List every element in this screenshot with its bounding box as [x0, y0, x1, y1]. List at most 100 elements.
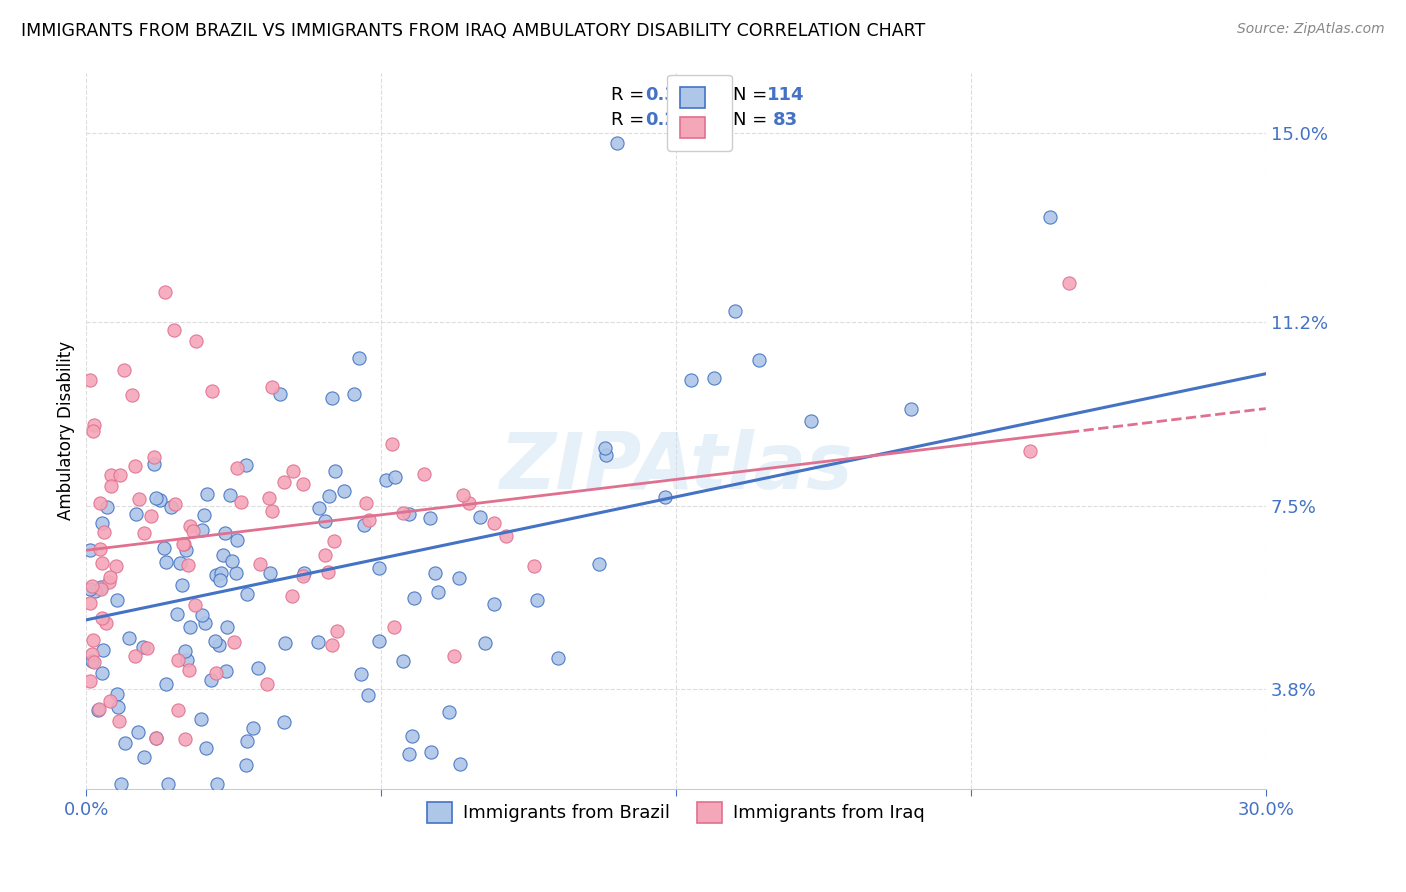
Point	[191, 523, 214, 537]
Text: IMMIGRANTS FROM BRAZIL VS IMMIGRANTS FROM IRAQ AMBULATORY DISABILITY CORRELATION: IMMIGRANTS FROM BRAZIL VS IMMIGRANTS FRO…	[21, 22, 925, 40]
Point	[105, 593, 128, 607]
Point	[723, 303, 745, 318]
Point	[235, 757, 257, 772]
Point	[108, 467, 131, 482]
Point	[90, 516, 112, 531]
Point	[274, 636, 297, 650]
Point	[89, 542, 111, 557]
Point	[259, 566, 281, 580]
Point	[105, 687, 128, 701]
Point	[322, 534, 344, 549]
Point	[208, 574, 231, 588]
Point	[333, 483, 356, 498]
Point	[174, 732, 197, 747]
Point	[321, 391, 343, 405]
Point	[256, 677, 278, 691]
Point	[83, 418, 105, 433]
Text: 114: 114	[766, 87, 804, 104]
Point	[96, 500, 118, 514]
Point	[398, 508, 420, 522]
Point	[83, 655, 105, 669]
Point	[89, 496, 111, 510]
Point	[153, 285, 176, 299]
Point	[80, 579, 103, 593]
Point	[211, 549, 233, 563]
Point	[191, 607, 214, 622]
Legend: Immigrants from Brazil, Immigrants from Iraq: Immigrants from Brazil, Immigrants from …	[420, 795, 932, 830]
Point	[208, 638, 231, 652]
Point	[173, 537, 195, 551]
Point	[82, 647, 104, 661]
Point	[419, 511, 441, 525]
Point	[321, 638, 343, 652]
Point	[443, 649, 465, 664]
Text: N =: N =	[733, 87, 773, 104]
Point	[166, 607, 188, 621]
Point	[235, 587, 257, 601]
Point	[79, 596, 101, 610]
Point	[132, 640, 155, 654]
Point	[91, 666, 114, 681]
Point	[186, 334, 208, 349]
Point	[318, 490, 340, 504]
Point	[100, 694, 122, 708]
Point	[900, 401, 922, 416]
Point	[105, 559, 128, 574]
Point	[236, 734, 259, 748]
Point	[167, 652, 190, 666]
Point	[79, 373, 101, 387]
Point	[195, 487, 218, 501]
Point	[80, 654, 103, 668]
Point	[209, 566, 232, 580]
Point	[1038, 210, 1060, 224]
Point	[391, 654, 413, 668]
Point	[84, 583, 107, 598]
Point	[79, 582, 101, 597]
Point	[588, 557, 610, 571]
Point	[90, 556, 112, 570]
Point	[412, 467, 434, 481]
Point	[89, 702, 111, 716]
Point	[225, 566, 247, 580]
Point	[447, 571, 470, 585]
Point	[90, 580, 112, 594]
Point	[215, 619, 238, 633]
Point	[143, 450, 166, 464]
Point	[110, 777, 132, 791]
Point	[474, 636, 496, 650]
Point	[484, 516, 506, 530]
Point	[82, 424, 104, 438]
Point	[160, 500, 183, 514]
Point	[214, 526, 236, 541]
Point	[458, 495, 481, 509]
Point	[139, 509, 162, 524]
Point	[145, 731, 167, 745]
Point	[748, 352, 770, 367]
Point	[114, 736, 136, 750]
Y-axis label: Ambulatory Disability: Ambulatory Disability	[58, 342, 75, 521]
Text: 0.219: 0.219	[645, 111, 702, 128]
Point	[124, 648, 146, 663]
Point	[257, 491, 280, 505]
Point	[176, 542, 198, 557]
Point	[350, 667, 373, 681]
Point	[437, 705, 460, 719]
Point	[381, 437, 404, 451]
Point	[87, 703, 110, 717]
Point	[247, 661, 270, 675]
Point	[398, 747, 420, 761]
Point	[79, 542, 101, 557]
Point	[382, 619, 405, 633]
Text: 83: 83	[773, 111, 797, 128]
Text: ZIPAtlas: ZIPAtlas	[499, 429, 853, 505]
Point	[269, 387, 291, 401]
Point	[606, 136, 628, 150]
Point	[79, 674, 101, 689]
Point	[523, 559, 546, 574]
Point	[136, 641, 159, 656]
Point	[221, 554, 243, 568]
Point	[292, 566, 315, 580]
Point	[194, 615, 217, 630]
Point	[145, 491, 167, 505]
Point	[260, 380, 283, 394]
